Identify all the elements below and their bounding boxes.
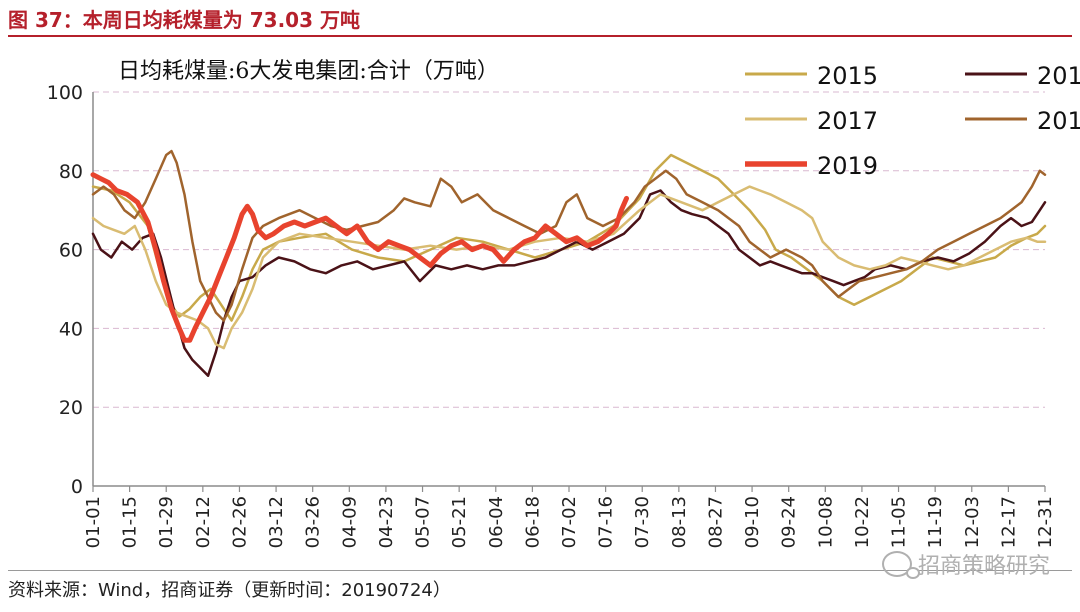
line-chart: 0 20 40 60 80 100 01-01 01-15 01-29 02-12 02-26 03-… [47, 59, 1080, 548]
x-tick-label: 01-15 [120, 496, 141, 548]
x-tick-label: 06-04 [486, 496, 507, 548]
x-tick-label: 02-12 [193, 496, 214, 548]
series-line-2019 [90, 172, 629, 343]
x-tick-label: 04-23 [376, 496, 397, 548]
watermark: 招商策略研究 [881, 548, 1050, 580]
x-tick-label: 03-26 [303, 496, 324, 548]
legend: 2015 2016 2017 2018 2019 [745, 62, 1080, 180]
source-note: 资料来源：Wind，招商证券（更新时间：20190724） [8, 580, 451, 601]
x-tick-label: 10-08 [815, 496, 836, 548]
legend-label-2019: 2019 [817, 152, 878, 180]
x-tick-label: 05-21 [449, 496, 470, 548]
x-tick-label: 04-09 [339, 496, 360, 548]
y-tick-label: 80 [59, 161, 83, 183]
x-tick-label: 07-30 [632, 496, 653, 548]
x-tick-label: 11-05 [889, 496, 910, 548]
legend-label-2017: 2017 [817, 107, 878, 135]
y-tick-label: 60 [59, 240, 83, 262]
x-tick-label: 08-13 [669, 496, 690, 548]
figure-title: 图 37：本周日均耗煤量为 73.03 万吨 [8, 8, 360, 32]
y-tick-label: 0 [71, 476, 83, 498]
title-rule [8, 35, 1072, 37]
legend-label-2015: 2015 [817, 62, 878, 90]
footer-rule [8, 570, 1072, 571]
x-tick-label: 01-29 [156, 496, 177, 548]
series-line-2016 [91, 189, 1047, 377]
y-tick-label: 100 [47, 82, 83, 104]
x-tick-label: 12-31 [1035, 496, 1056, 548]
series-lines [90, 149, 1047, 377]
x-tick-label: 11-19 [925, 496, 946, 548]
x-tick-label: 08-27 [705, 496, 726, 548]
x-tick-label: 02-26 [229, 496, 250, 548]
y-tick-label: 40 [59, 318, 83, 340]
watermark-text: 招商策略研究 [917, 554, 1050, 579]
legend-label-2016: 2016 [1037, 62, 1080, 90]
x-tick-label: 06-18 [522, 496, 543, 548]
x-tick-label: 12-17 [998, 496, 1019, 548]
x-tick-label: 12-03 [962, 496, 983, 548]
grid [93, 91, 1045, 408]
y-tick-label: 20 [59, 397, 83, 419]
x-tick-label: 03-12 [266, 496, 287, 548]
axes: 0 20 40 60 80 100 01-01 01-15 01-29 02-12 02-26 03-… [47, 82, 1056, 548]
x-tick-label: 05-07 [413, 496, 434, 548]
x-tick-label: 10-22 [852, 496, 873, 548]
x-tick-label: 09-10 [742, 496, 763, 548]
x-tick-label: 09-24 [779, 496, 800, 548]
x-tick-label: 07-02 [559, 496, 580, 548]
x-tick-label: 01-01 [83, 496, 104, 548]
legend-label-2018: 2018 [1037, 107, 1080, 135]
wechat-icon [881, 551, 920, 579]
chart-title: 日均耗煤量:6大发电集团:合计（万吨） [118, 59, 499, 84]
x-tick-label: 07-16 [596, 496, 617, 548]
